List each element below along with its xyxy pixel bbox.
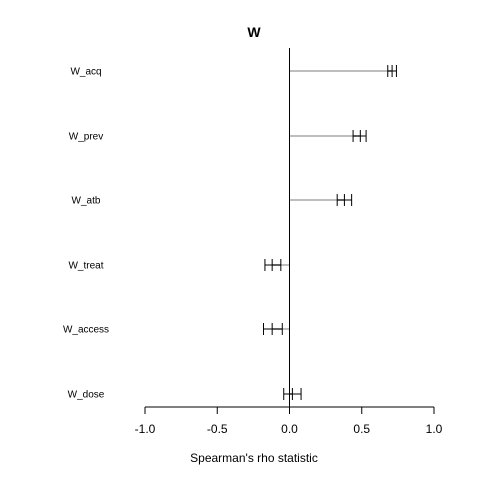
category-label-W_dose: W_dose <box>68 390 105 401</box>
category-label-W_atb: W_atb <box>72 196 101 207</box>
chart-marks: W_acq W_prev W_atb W_treat W_access W_dose -1.… <box>63 48 443 436</box>
x-tick-label: 1.0 <box>426 422 443 436</box>
category-label-W_access: W_access <box>63 325 109 336</box>
x-tick-label: -0.5 <box>207 422 228 436</box>
x-tick-label: -1.0 <box>135 422 156 436</box>
x-axis-label: Spearman's rho statistic <box>190 451 318 465</box>
x-tick-label: 0.5 <box>353 422 370 436</box>
x-tick-label: 0.0 <box>281 422 298 436</box>
category-label-W_prev: W_prev <box>69 132 103 143</box>
chart-title: W <box>247 24 261 40</box>
category-label-W_acq: W_acq <box>70 67 101 78</box>
category-label-W_treat: W_treat <box>68 261 103 272</box>
